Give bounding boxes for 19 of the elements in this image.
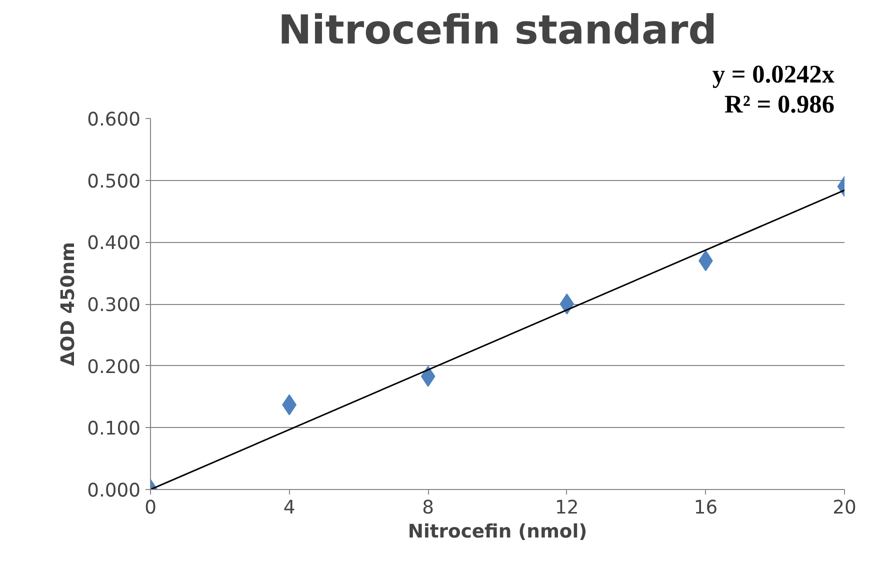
- y-tick-label: 0.300: [87, 295, 141, 316]
- x-tick-label: 16: [694, 498, 718, 518]
- x-tick-label: 20: [832, 498, 856, 518]
- y-tick-label: 0.200: [87, 356, 141, 378]
- y-tick-label: 0.600: [87, 110, 141, 130]
- x-tick-label: 4: [283, 498, 296, 518]
- text: R² = 0.986: [724, 90, 835, 118]
- x-tick-label: 12: [555, 498, 579, 518]
- y-tick-label: 0.100: [87, 418, 141, 440]
- text: y = 0.0242x: [712, 60, 835, 88]
- y-axis-title: ΔOD 450nm: [58, 242, 80, 366]
- x-tick-label: 0: [144, 498, 156, 518]
- point: [560, 294, 574, 314]
- y-tick-label: 0.500: [87, 171, 141, 192]
- x-tick-label: 8: [422, 498, 434, 518]
- y-tick-label: 0.400: [87, 233, 141, 254]
- chart-title: Nitrocefin standard: [278, 8, 717, 54]
- x-axis-title: Nitrocefin (nmol): [408, 522, 588, 542]
- y-tick-label: 0.000: [87, 480, 141, 502]
